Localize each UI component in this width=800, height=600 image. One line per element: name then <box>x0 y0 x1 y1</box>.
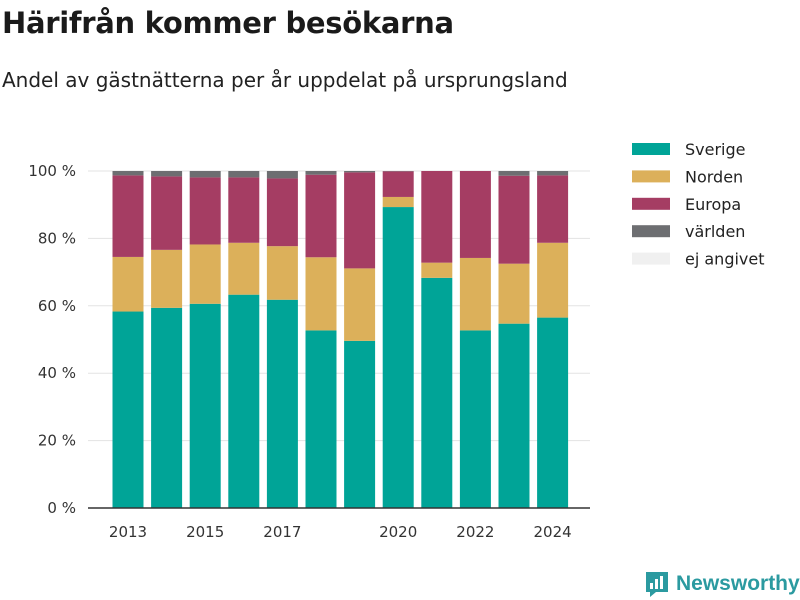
bar-segment <box>228 177 260 243</box>
bar-segment <box>344 340 376 508</box>
bar-segment <box>498 171 530 176</box>
legend-swatch <box>632 143 670 155</box>
bar-segment <box>151 171 183 177</box>
bar-segment <box>421 171 453 263</box>
y-tick-label: 40 % <box>38 364 76 382</box>
bar-segment <box>537 317 569 508</box>
bar-segment <box>189 303 221 508</box>
bar-segment <box>266 178 298 247</box>
x-tick-label: 2015 <box>186 523 224 541</box>
bar-segment <box>228 294 260 508</box>
bar-segment <box>537 171 569 176</box>
bar-segment <box>305 171 337 175</box>
y-tick-label: 80 % <box>38 229 76 247</box>
legend: Sverige Norden Europa världen ej angivet <box>632 140 765 269</box>
bar-segment <box>498 175 530 264</box>
legend-swatch <box>632 252 670 265</box>
legend-label: ej angivet <box>685 250 765 269</box>
legend-label: Norden <box>685 167 743 186</box>
bar-segment <box>151 307 183 508</box>
bar-segment <box>189 177 221 245</box>
x-tick-label: 2017 <box>263 523 301 541</box>
legend-label: Europa <box>685 195 741 214</box>
x-tick-label: 2020 <box>379 523 417 541</box>
x-tick-label: 2024 <box>534 523 572 541</box>
bar-segment <box>305 330 337 508</box>
bar-segment <box>305 257 337 331</box>
brand-logo: Newsworthy <box>644 568 800 600</box>
x-tick-label: 2022 <box>456 523 494 541</box>
bar-segment <box>459 171 491 258</box>
bar-segment <box>151 249 183 308</box>
legend-swatch <box>632 197 670 210</box>
legend-label: världen <box>685 222 745 241</box>
y-tick-label: 0 % <box>47 499 76 517</box>
x-axis-ticks: 2013 2015 2017 2020 2022 2024 <box>109 523 572 541</box>
bar-segment <box>498 263 530 324</box>
bar-segment <box>382 207 414 508</box>
bar-segment <box>382 196 414 208</box>
y-tick-label: 20 % <box>38 432 76 450</box>
bar-segment <box>459 257 491 331</box>
bar-segment <box>305 174 337 258</box>
chart-title: Härifrån kommer besökarna <box>2 6 454 40</box>
bar-segment <box>189 244 221 304</box>
bar-segment <box>266 171 298 179</box>
bar-segment <box>498 323 530 508</box>
brand-name: Newsworthy <box>676 572 800 595</box>
x-tick-label: 2013 <box>109 523 147 541</box>
bar-segment <box>382 171 414 197</box>
bar-segment <box>112 171 144 176</box>
chart-subtitle: Andel av gästnätterna per år uppdelat på… <box>2 68 568 92</box>
bar-segment <box>151 176 183 250</box>
legend-label: Sverige <box>685 140 746 159</box>
y-tick-label: 60 % <box>38 297 76 315</box>
bars <box>112 171 569 508</box>
y-axis-ticks: 0 % 20 % 40 % 60 % 80 % 100 % <box>28 162 76 517</box>
bar-segment <box>344 172 376 269</box>
newsworthy-logo-icon <box>646 572 668 597</box>
bar-segment <box>537 175 569 243</box>
legend-swatch <box>632 225 670 238</box>
y-tick-label: 100 % <box>28 162 76 180</box>
bar-segment <box>112 175 144 257</box>
bar-segment <box>421 277 453 508</box>
bar-segment <box>228 242 260 295</box>
bar-segment <box>266 246 298 300</box>
bar-segment <box>112 256 144 312</box>
bar-segment <box>421 262 453 278</box>
bar-segment <box>537 242 569 318</box>
legend-swatch <box>632 170 670 183</box>
bar-segment <box>344 171 376 173</box>
bar-segment <box>459 330 491 508</box>
bar-segment <box>228 171 260 178</box>
bar-segment <box>266 299 298 508</box>
bar-segment <box>189 171 221 178</box>
bar-segment <box>112 311 144 508</box>
bar-segment <box>344 268 376 341</box>
